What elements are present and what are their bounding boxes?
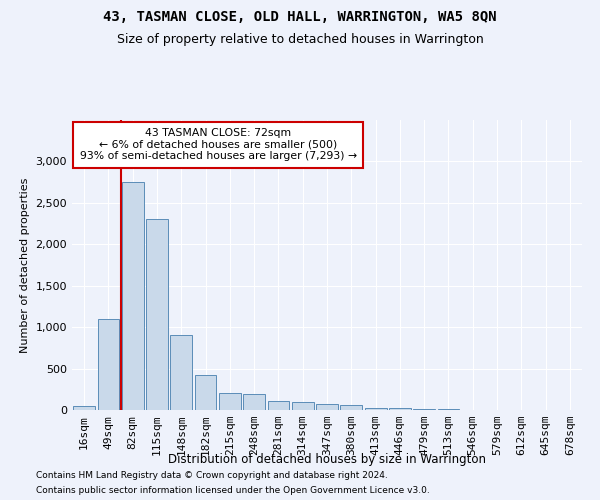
Bar [170, 336, 192, 410]
Bar [194, 375, 217, 410]
Text: 43 TASMAN CLOSE: 72sqm
← 6% of detached houses are smaller (500)
93% of semi-det: 43 TASMAN CLOSE: 72sqm ← 6% of detached … [80, 128, 357, 162]
Text: Contains HM Land Registry data © Crown copyright and database right 2024.: Contains HM Land Registry data © Crown c… [36, 471, 388, 480]
Bar [389, 408, 411, 410]
Bar [292, 402, 314, 410]
Bar [219, 394, 241, 410]
Text: Contains public sector information licensed under the Open Government Licence v3: Contains public sector information licen… [36, 486, 430, 495]
Bar [316, 404, 338, 410]
Bar [97, 319, 119, 410]
Text: 43, TASMAN CLOSE, OLD HALL, WARRINGTON, WA5 8QN: 43, TASMAN CLOSE, OLD HALL, WARRINGTON, … [103, 10, 497, 24]
Bar [243, 394, 265, 410]
Bar [413, 409, 435, 410]
Bar [268, 401, 289, 410]
Text: Size of property relative to detached houses in Warrington: Size of property relative to detached ho… [116, 32, 484, 46]
Bar [365, 408, 386, 410]
Bar [340, 406, 362, 410]
Bar [437, 409, 460, 410]
Y-axis label: Number of detached properties: Number of detached properties [20, 178, 30, 352]
Bar [146, 220, 168, 410]
Bar [73, 406, 95, 410]
Bar [122, 182, 143, 410]
Bar [73, 122, 364, 168]
Text: Distribution of detached houses by size in Warrington: Distribution of detached houses by size … [168, 452, 486, 466]
